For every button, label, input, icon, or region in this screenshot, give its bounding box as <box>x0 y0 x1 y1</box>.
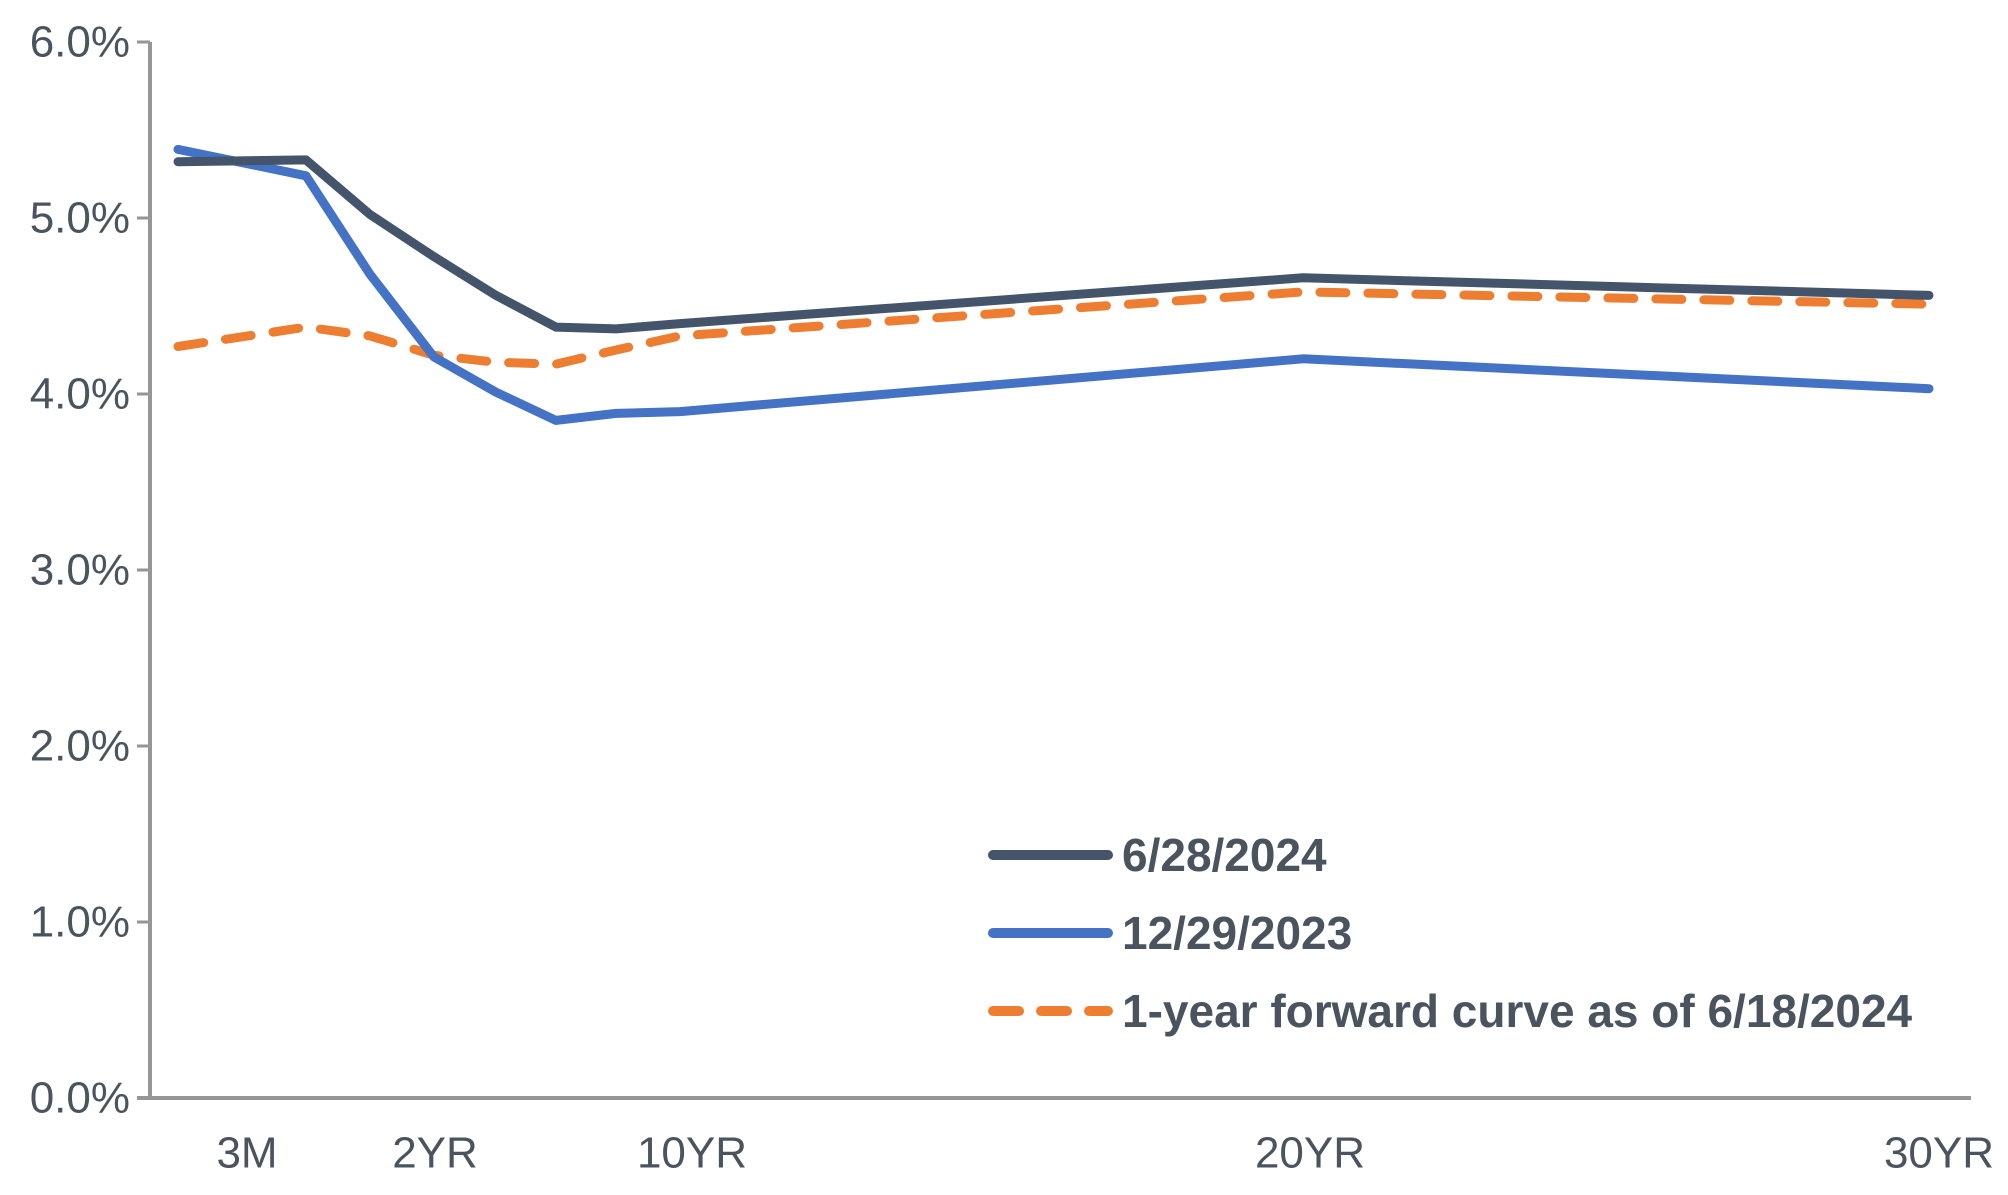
y-tick-label: 1.0% <box>30 898 130 947</box>
series-line-forward-curve <box>173 287 1934 369</box>
legend: 6/28/2024 12/29/2023 1-year forward curv… <box>988 829 1913 1037</box>
legend-item: 12/29/2023 <box>988 907 1352 959</box>
x-tick-label: 30YR <box>1884 1129 1994 1178</box>
x-tick-label: 20YR <box>1255 1129 1365 1178</box>
legend-label-12-29-2023: 12/29/2023 <box>1122 907 1352 959</box>
plot-series <box>173 144 1934 425</box>
x-tick-label: 10YR <box>637 1129 747 1178</box>
legend-label-forward-curve: 1-year forward curve as of 6/18/2024 <box>1122 985 1913 1037</box>
x-tick-label: 3M <box>216 1129 277 1178</box>
y-axis: 6.0% 5.0% 4.0% 3.0% 2.0% 1.0% 0.0% <box>30 18 152 1123</box>
legend-label-6-28-2024: 6/28/2024 <box>1122 829 1327 881</box>
series-line-12-29-2023 <box>173 144 1934 425</box>
y-tick-label: 0.0% <box>30 1074 130 1123</box>
y-tick-label: 5.0% <box>30 194 130 243</box>
x-axis: 3M 2YR 10YR 20YR 30YR <box>137 1096 1994 1178</box>
y-tick-label: 6.0% <box>30 18 130 67</box>
x-tick-label: 2YR <box>392 1129 478 1178</box>
y-axis-ticks <box>137 40 150 1100</box>
y-tick-label: 3.0% <box>30 546 130 595</box>
y-tick-label: 4.0% <box>30 370 130 419</box>
legend-item: 6/28/2024 <box>988 829 1327 881</box>
series-line-6-28-2024 <box>173 155 1934 334</box>
y-tick-label: 2.0% <box>30 722 130 771</box>
legend-item: 1-year forward curve as of 6/18/2024 <box>988 985 1913 1037</box>
